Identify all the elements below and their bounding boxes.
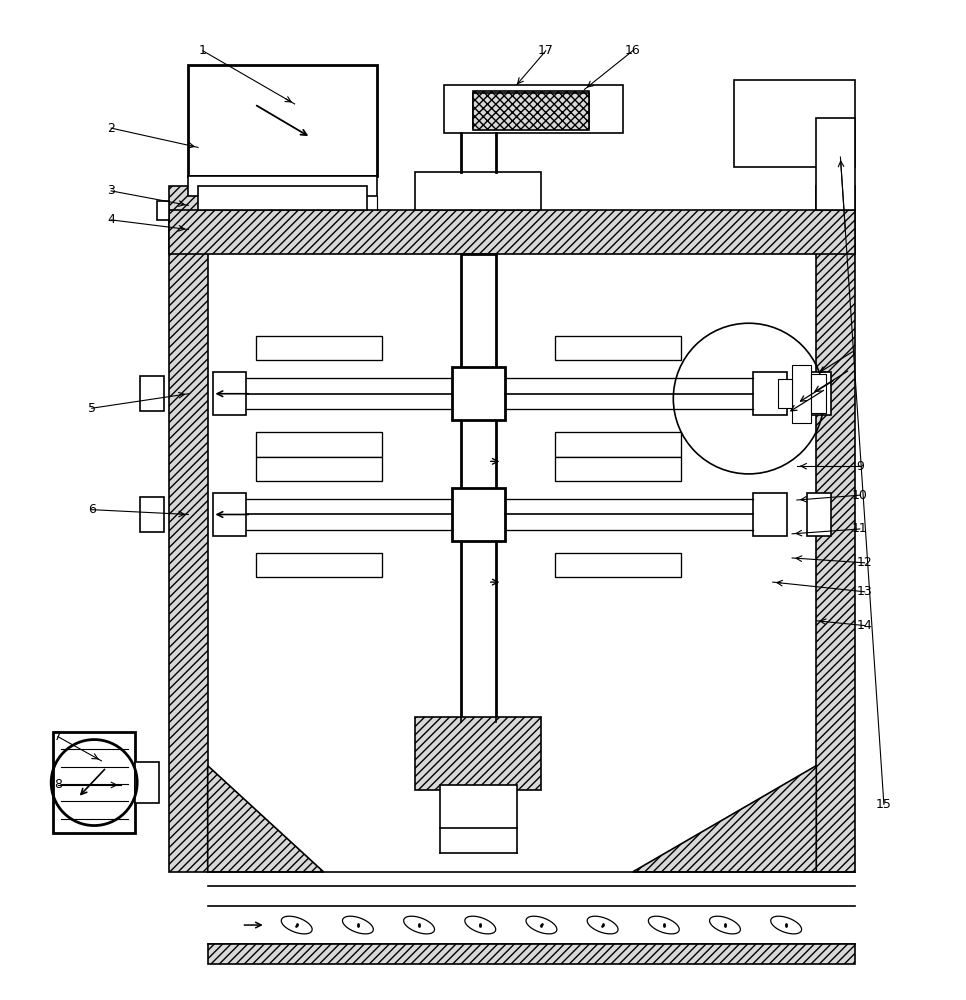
Bar xyxy=(807,372,831,415)
Bar xyxy=(753,493,787,536)
Polygon shape xyxy=(633,766,816,872)
Bar xyxy=(753,372,787,415)
Bar xyxy=(451,488,504,541)
Bar xyxy=(53,732,135,833)
Bar xyxy=(816,186,855,872)
Polygon shape xyxy=(771,916,802,934)
Bar xyxy=(188,176,377,196)
Polygon shape xyxy=(465,916,496,934)
Text: 13: 13 xyxy=(857,585,872,598)
Polygon shape xyxy=(281,916,312,934)
Text: 6: 6 xyxy=(88,503,96,516)
Bar xyxy=(778,379,792,408)
Polygon shape xyxy=(526,916,556,934)
Bar xyxy=(256,432,382,457)
Bar xyxy=(440,785,517,828)
Bar xyxy=(473,93,589,130)
Text: 7: 7 xyxy=(54,730,62,743)
Polygon shape xyxy=(404,916,435,934)
Bar xyxy=(256,457,382,481)
Bar xyxy=(140,497,164,532)
Bar xyxy=(473,91,589,128)
Bar xyxy=(198,186,367,210)
Bar xyxy=(188,65,377,176)
Polygon shape xyxy=(587,916,618,934)
Text: 12: 12 xyxy=(857,556,872,569)
Bar xyxy=(555,432,681,457)
Text: 4: 4 xyxy=(107,213,115,226)
Bar xyxy=(734,80,855,167)
Bar xyxy=(208,944,855,964)
Bar xyxy=(816,118,855,210)
Text: 3: 3 xyxy=(107,184,115,197)
Text: 11: 11 xyxy=(852,522,867,535)
Text: 1: 1 xyxy=(199,44,207,57)
Polygon shape xyxy=(710,916,740,934)
Polygon shape xyxy=(343,916,373,934)
Bar xyxy=(256,553,382,577)
Text: 8: 8 xyxy=(54,778,62,791)
Polygon shape xyxy=(208,766,324,872)
Bar xyxy=(169,186,208,872)
Bar xyxy=(811,374,826,413)
Bar xyxy=(140,376,164,411)
Text: 2: 2 xyxy=(107,122,115,135)
Text: 9: 9 xyxy=(856,460,864,473)
Text: 10: 10 xyxy=(852,489,867,502)
Text: 17: 17 xyxy=(538,44,554,57)
Bar xyxy=(555,553,681,577)
Bar xyxy=(792,365,811,423)
Bar xyxy=(415,172,541,210)
Bar xyxy=(213,372,246,415)
Bar xyxy=(461,254,496,722)
Text: 16: 16 xyxy=(625,44,640,57)
Bar xyxy=(256,336,382,360)
Bar xyxy=(555,457,681,481)
Text: 5: 5 xyxy=(88,402,96,415)
Bar xyxy=(415,717,541,790)
Polygon shape xyxy=(648,916,679,934)
Bar xyxy=(555,336,681,360)
Bar xyxy=(451,367,504,420)
Bar xyxy=(213,493,246,536)
Bar xyxy=(135,762,159,803)
Text: 14: 14 xyxy=(857,619,872,632)
Bar xyxy=(157,201,169,220)
Bar xyxy=(807,493,831,536)
Bar xyxy=(444,85,623,133)
Text: 15: 15 xyxy=(876,798,892,811)
Bar xyxy=(169,210,855,254)
